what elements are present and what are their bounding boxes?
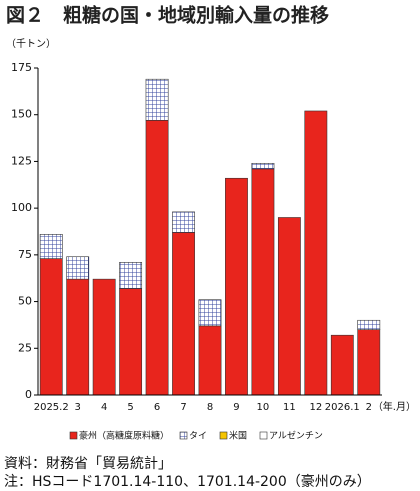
legend-swatch xyxy=(69,431,78,440)
y-tick-label: 75 xyxy=(18,248,32,261)
bar-segment xyxy=(330,334,354,396)
bar-segment xyxy=(251,168,275,396)
x-tick-label: 10 xyxy=(257,402,270,413)
y-tick-label: 50 xyxy=(18,295,32,308)
note: 注：HSコード1701.14-110、1701.14-200（豪州のみ） xyxy=(4,474,371,490)
x-tick-label: 9 xyxy=(233,402,239,413)
legend-swatch xyxy=(259,431,268,440)
bar-segment xyxy=(198,299,222,327)
legend-swatch xyxy=(179,431,188,440)
y-tick-label: 125 xyxy=(11,154,32,167)
x-tick-label: 2 xyxy=(366,402,372,413)
bar-segment xyxy=(172,232,195,396)
bar-segment xyxy=(251,162,275,170)
bar-segment xyxy=(225,177,248,396)
y-tick-label: 100 xyxy=(11,201,32,214)
bar-segment xyxy=(145,78,169,121)
bar-segment xyxy=(119,262,143,289)
bar-segment xyxy=(198,325,222,396)
bar-segment xyxy=(357,319,381,330)
legend-label: 豪州（高糖度原料糖） xyxy=(79,430,169,442)
x-tick-label: 8 xyxy=(207,402,213,413)
y-tick-label: 150 xyxy=(11,108,32,121)
x-tick-label: 2026.1 xyxy=(325,402,360,413)
x-tick-label: 3 xyxy=(75,402,81,413)
y-tick-label: 0 xyxy=(25,388,32,401)
x-tick-label: 12 xyxy=(309,402,322,413)
bar-segment xyxy=(172,211,195,233)
x-axis-label: （年.月） xyxy=(373,400,416,413)
bar-segment xyxy=(92,278,116,396)
legend-label: 米国 xyxy=(229,430,247,442)
y-tick-label: 25 xyxy=(18,341,32,354)
x-tick-label: 2025.2 xyxy=(34,402,69,413)
bar-segment xyxy=(145,120,169,396)
y-axis-label: （千トン） xyxy=(6,38,56,50)
bar-segment xyxy=(66,256,90,280)
bar-segment xyxy=(119,288,143,396)
bar-segment xyxy=(357,329,381,396)
bar-segment xyxy=(304,110,328,396)
bar-segment xyxy=(39,234,63,259)
legend-label: タイ xyxy=(189,431,207,442)
y-tick-label: 175 xyxy=(11,61,32,74)
bar-segment xyxy=(39,258,63,396)
x-tick-label: 6 xyxy=(154,402,160,413)
x-tick-label: 11 xyxy=(283,402,296,413)
legend-swatch xyxy=(219,431,228,440)
x-tick-label: 4 xyxy=(101,402,107,413)
bar-segment xyxy=(66,278,90,396)
x-tick-label: 7 xyxy=(180,402,186,413)
bar-segment xyxy=(277,217,301,396)
x-tick-label: 5 xyxy=(127,402,133,413)
source: 資料：財務省「貿易統計」 xyxy=(4,456,172,472)
chart-title: 図２ 粗糖の国・地域別輸入量の推移 xyxy=(6,4,329,27)
legend-label: アルゼンチン xyxy=(269,430,323,442)
